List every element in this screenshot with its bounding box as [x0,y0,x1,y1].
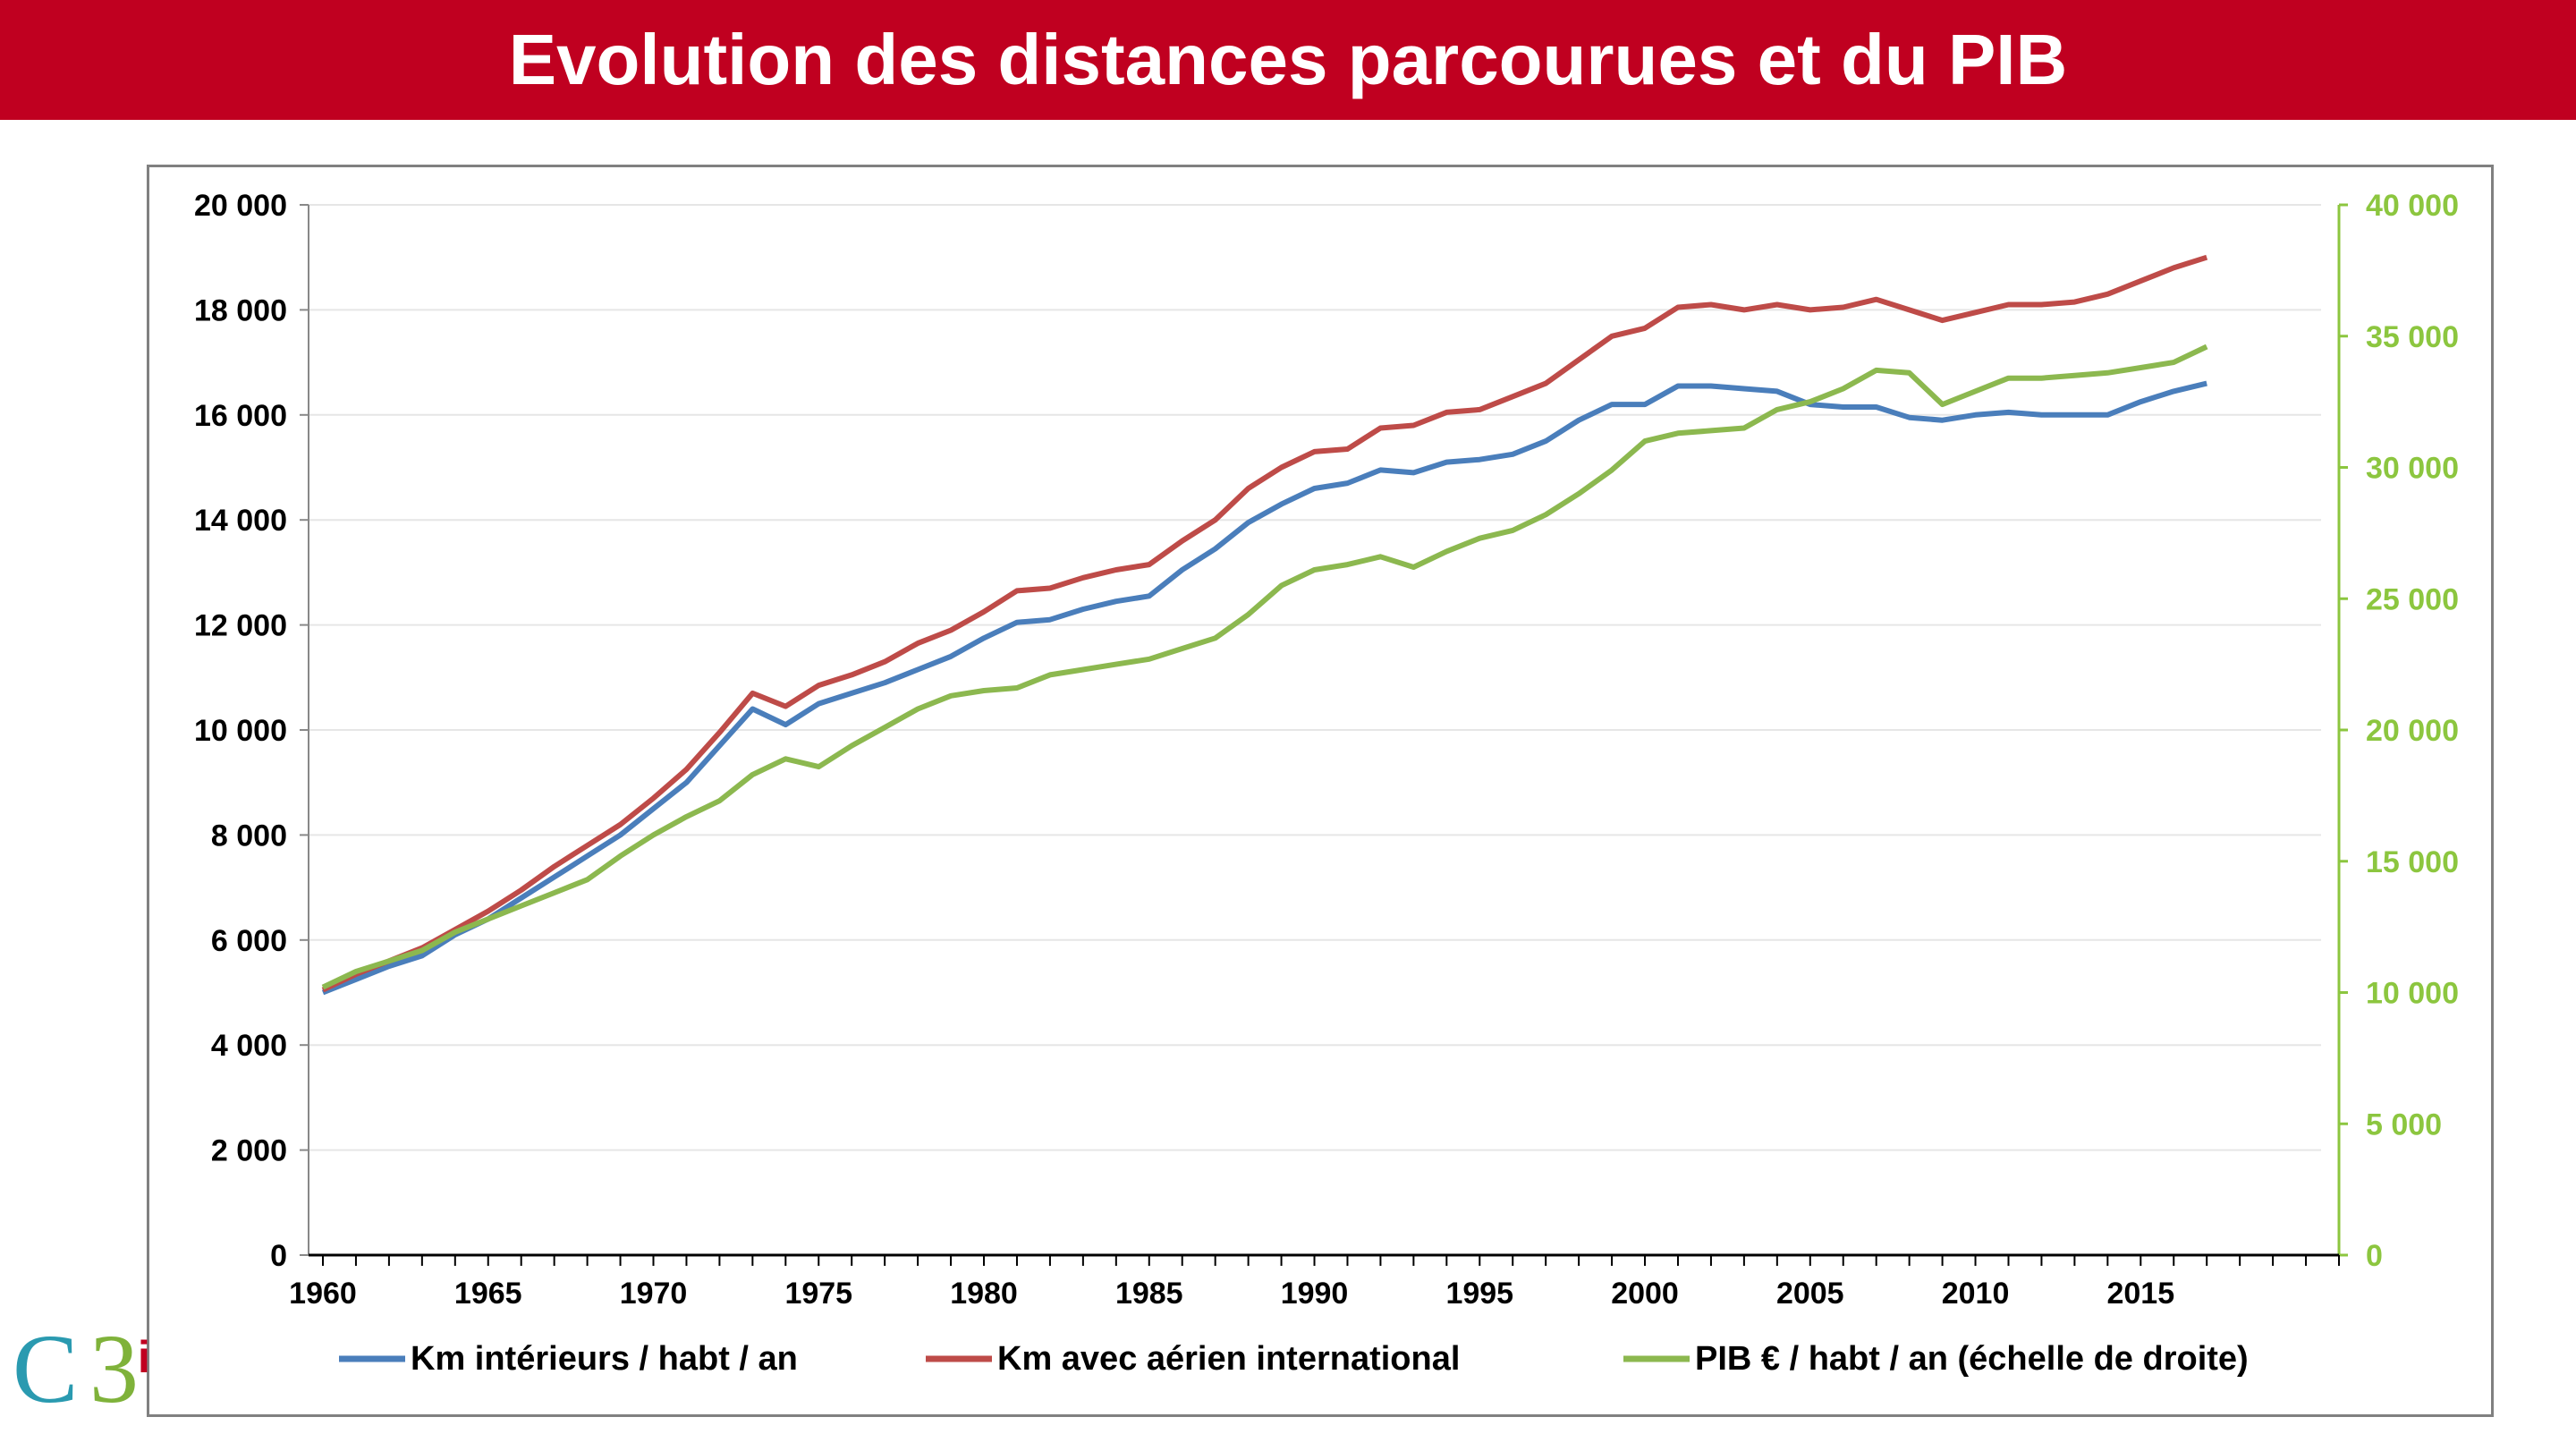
right-tick-label: 10 000 [2366,977,2459,1011]
logo-accent: i [138,1332,150,1382]
x-tick-label: 1960 [289,1277,357,1311]
page-title: Evolution des distances parcourues et du… [508,20,2068,99]
x-tick-label: 1985 [1115,1277,1183,1311]
x-tick-label: 1990 [1281,1277,1349,1311]
series-line-3 [321,344,2208,990]
series-line-1 [321,380,2207,996]
legend-label-3: PIB € / habt / an (échelle de droite) [1695,1340,2249,1378]
series-line-2 [321,254,2208,993]
left-tick-label: 14 000 [194,504,287,538]
c3i-logo: C 3 i [13,1306,156,1431]
right-tick-label: 40 000 [2366,189,2459,223]
right-tick-label: 15 000 [2366,845,2459,879]
right-tick-label: 35 000 [2366,320,2459,354]
line-chart: 0 2 000 4 000 6 000 8 000 10 000 12 000 14 000 1… [194,189,2459,1378]
left-tick-label: 20 000 [194,189,287,223]
right-tick-label: 5 000 [2366,1107,2442,1141]
x-tick-label: 2015 [2106,1277,2174,1311]
logo-three: 3 [89,1314,139,1423]
x-tick-label: 1970 [620,1277,688,1311]
title-bar: Evolution des distances parcourues et du… [0,0,2576,120]
legend-label-1: Km intérieurs / habt / an [411,1340,798,1378]
x-tick-label: 1995 [1445,1277,1513,1311]
left-tick-label: 10 000 [194,714,287,748]
left-tick-label: 16 000 [194,399,287,433]
left-tick-label: 4 000 [211,1029,287,1063]
logo-c-letter: C [13,1314,79,1423]
x-tick-label: 1965 [454,1277,522,1311]
x-tick-label: 1975 [784,1277,852,1311]
left-tick-label: 2 000 [211,1134,287,1168]
chart-frame: 0 2 000 4 000 6 000 8 000 10 000 12 000 14 000 1… [147,165,2494,1417]
left-tick-label: 12 000 [194,609,287,643]
legend-label-2: Km avec aérien international [997,1340,1460,1378]
x-tick-label: 1980 [950,1277,1018,1311]
left-tick-label: 0 [270,1239,287,1273]
x-tick-label: 2010 [1942,1277,2010,1311]
right-tick-label: 0 [2366,1239,2383,1273]
right-tick-label: 20 000 [2366,714,2459,748]
x-tick-label: 2000 [1611,1277,1679,1311]
right-tick-label: 25 000 [2366,582,2459,616]
left-tick-label: 8 000 [211,819,287,853]
left-tick-label: 18 000 [194,293,287,327]
left-tick-label: 6 000 [211,924,287,958]
x-tick-label: 2005 [1776,1277,1844,1311]
right-tick-label: 30 000 [2366,452,2459,486]
